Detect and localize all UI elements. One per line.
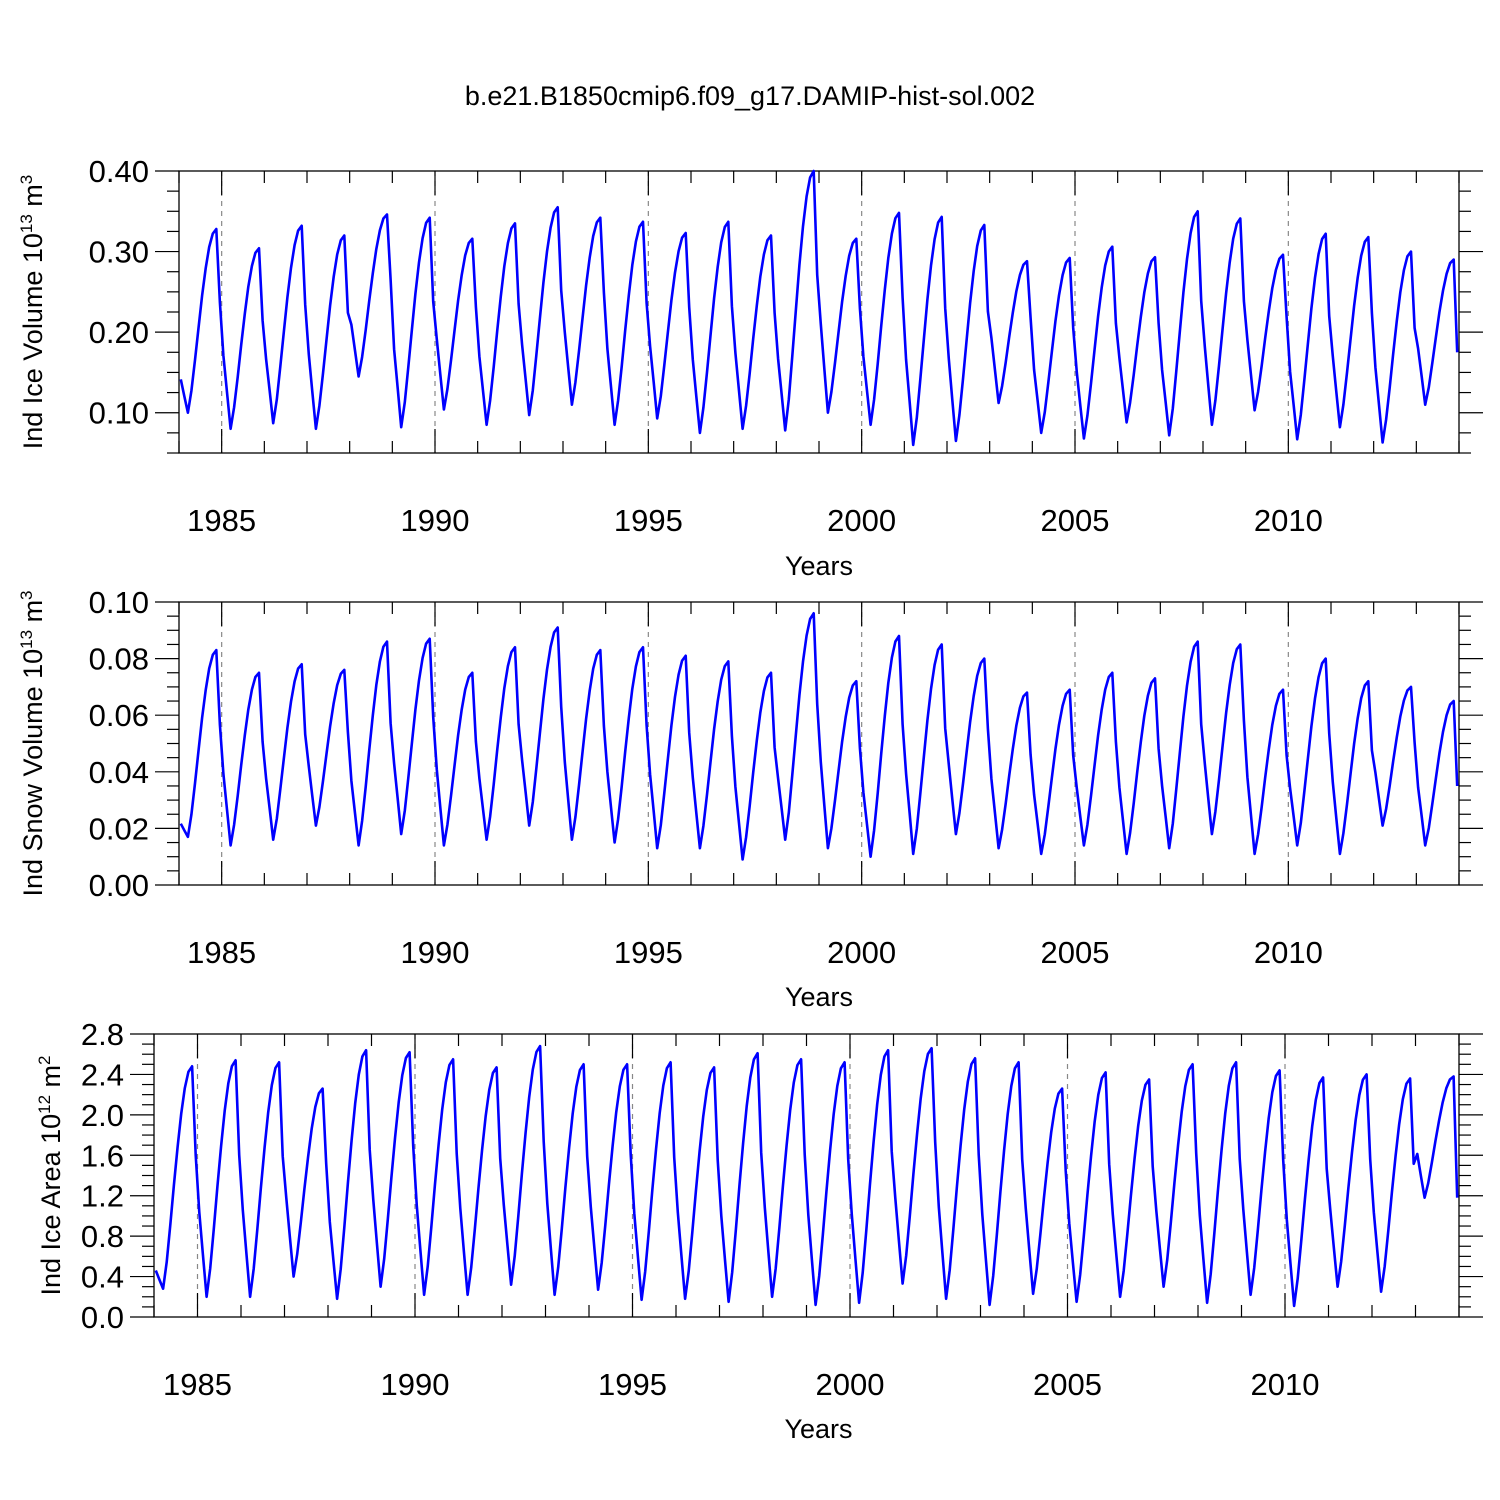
x-tick-label: 2000 [827,935,896,970]
y-axis-label-part: 3 [17,590,36,599]
y-tick-label: 1.6 [81,1138,124,1173]
x-tick-label: 2010 [1254,503,1323,538]
series-line [179,169,1459,447]
y-axis-label-part: 3 [17,175,36,184]
y-tick-label: 0.06 [89,698,149,733]
y-axis-label: Ind Ice Area 1012 m2 [35,1055,66,1295]
y-axis-label-part: Ind Ice Volume 10 [18,233,48,449]
series-line [179,612,1459,861]
y-axis-label-part: 13 [17,630,36,649]
x-tick-label: 1995 [614,935,683,970]
x-tick-label: 2000 [827,503,896,538]
x-tick-label: 1995 [614,503,683,538]
y-tick-label: 0.0 [81,1300,124,1335]
x-tick-label: 2005 [1041,503,1110,538]
y-tick-label: 1.2 [81,1179,124,1214]
y-axis-label-part: Ind Ice Area 10 [36,1114,66,1296]
y-tick-label: 0.04 [89,755,149,790]
x-tick-label: 2005 [1041,935,1110,970]
x-tick-label: 2000 [816,1367,885,1402]
y-tick-label: 0.30 [89,235,149,270]
y-axis-label-part: 2 [35,1055,54,1064]
figure-title: b.e21.B1850cmip6.f09_g17.DAMIP-hist-sol.… [465,81,1035,111]
x-tick-label: 1990 [401,935,470,970]
y-axis-label-part: m [18,600,48,630]
y-tick-label: 0.08 [89,642,149,677]
x-tick-label: 1990 [381,1367,450,1402]
y-axis-label-part: Ind Snow Volume 10 [18,649,48,897]
x-tick-label: 1985 [163,1367,232,1402]
x-tick-label: 1985 [187,935,256,970]
y-axis-label-part: m [18,184,48,214]
y-tick-label: 0.40 [89,154,149,189]
y-tick-label: 2.8 [81,1017,124,1052]
panel-ice-volume: 1985 1990 1995 2000 2005 2010 0.10 0.20 0.30 0.40… [17,154,1483,581]
y-tick-label: 0.02 [89,811,149,846]
y-tick-label: 0.8 [81,1219,124,1254]
x-tick-label: 1990 [401,503,470,538]
x-axis-label: Years [784,1414,852,1444]
y-tick-label: 2.4 [81,1057,124,1092]
panel-ice-area: 1985 1990 1995 2000 2005 2010 0.0 0.4 0.8 1.2 1.6 2… [35,1017,1483,1444]
x-tick-label: 2010 [1251,1367,1320,1402]
series-line [154,1044,1459,1308]
x-axis-label: Years [785,551,853,581]
y-axis-label-part: 12 [35,1095,54,1114]
x-axis-label: Years [785,982,853,1012]
x-tick-label: 1995 [598,1367,667,1402]
y-tick-label: 0.10 [89,396,149,431]
y-tick-label: 0.4 [81,1260,124,1295]
y-tick-label: 0.10 [89,585,149,620]
x-tick-label: 2005 [1033,1367,1102,1402]
y-tick-label: 0.00 [89,868,149,903]
x-tick-label: 2010 [1254,935,1323,970]
y-tick-label: 2.0 [81,1098,124,1133]
y-axis-label-part: m [36,1065,66,1095]
y-axis-label: Ind Snow Volume 1013 m3 [17,590,48,896]
y-tick-label: 0.20 [89,315,149,350]
y-axis-label: Ind Ice Volume 1013 m3 [17,175,48,450]
y-axis-label-part: 13 [17,214,36,233]
x-tick-label: 1985 [187,503,256,538]
panel-snow-volume: 1985 1990 1995 2000 2005 2010 0.00 0.02 0.04 0.06… [17,585,1483,1012]
